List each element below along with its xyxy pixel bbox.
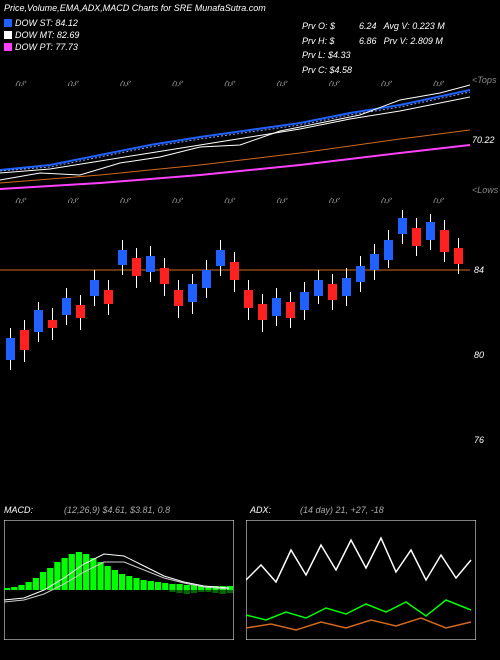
ema-right-value: 70.22 <box>472 135 495 145</box>
legend-label: DOW MT: 82.69 <box>15 30 79 40</box>
adx-params: (14 day) 21, +27, -18 <box>300 505 384 515</box>
adx-panel <box>246 520 476 640</box>
month-label: ስያ <box>381 78 392 89</box>
month-label: ስያ <box>224 195 235 206</box>
month-label: ስያ <box>119 195 130 206</box>
info-cell <box>384 49 450 62</box>
month-label: ስያ <box>381 195 392 206</box>
month-label: ስያ <box>328 195 339 206</box>
info-cell: Prv H: $ <box>302 35 357 48</box>
month-label: ሰያ <box>67 78 78 89</box>
legend-item-0: DOW ST: 84.12 <box>4 18 78 28</box>
month-label: ስያ <box>433 78 444 89</box>
month-label: ስያ <box>15 78 26 89</box>
month-label: ስያ <box>119 78 130 89</box>
month-label: ስያ <box>15 195 26 206</box>
macd-params: (12,26,9) $4.61, $3.81, 0.8 <box>64 505 170 515</box>
month-label: ስያ <box>172 195 183 206</box>
info-cell <box>359 49 382 62</box>
macd-panel <box>4 520 234 640</box>
prev-info-block: Prv O: $6.24Avg V: 0.223 M Prv H: $6.86Pr… <box>300 18 452 78</box>
legend-item-2: DOW PT: 77.73 <box>4 42 78 52</box>
legend-item-1: DOW MT: 82.69 <box>4 30 79 40</box>
y-tick: 76 <box>474 435 484 445</box>
month-label: ስያ <box>224 78 235 89</box>
legend-swatch <box>4 31 12 39</box>
info-cell: Prv O: $ <box>302 20 357 33</box>
legend-label: DOW ST: 84.12 <box>15 18 78 28</box>
ema-panel <box>0 75 470 190</box>
month-label: ሰያ <box>67 195 78 206</box>
info-cell: Prv L: $4.33 <box>302 49 357 62</box>
month-label: ስያ <box>328 78 339 89</box>
month-label: ስያ <box>172 78 183 89</box>
month-label: ስያ <box>276 195 287 206</box>
candle-panel <box>0 210 470 450</box>
y-tick: 84 <box>474 265 484 275</box>
legend-label: DOW PT: 77.73 <box>15 42 78 52</box>
info-cell: 6.24 <box>359 20 382 33</box>
y-tick: 80 <box>474 350 484 360</box>
info-cell: Prv V: 2.809 M <box>384 35 450 48</box>
adx-title: ADX: <box>250 505 271 515</box>
page-title: Price,Volume,EMA,ADX,MACD Charts for SRE… <box>4 3 266 13</box>
lows-label: <Lows <box>472 185 498 195</box>
month-label: ስያ <box>276 78 287 89</box>
month-label: ስያ <box>433 195 444 206</box>
tops-label: <Tops <box>472 75 496 85</box>
chart-container: Price,Volume,EMA,ADX,MACD Charts for SRE… <box>0 0 500 660</box>
legend-swatch <box>4 19 12 27</box>
info-cell: 6.86 <box>359 35 382 48</box>
legend-swatch <box>4 43 12 51</box>
info-cell: Avg V: 0.223 M <box>384 20 450 33</box>
macd-title: MACD: <box>4 505 33 515</box>
